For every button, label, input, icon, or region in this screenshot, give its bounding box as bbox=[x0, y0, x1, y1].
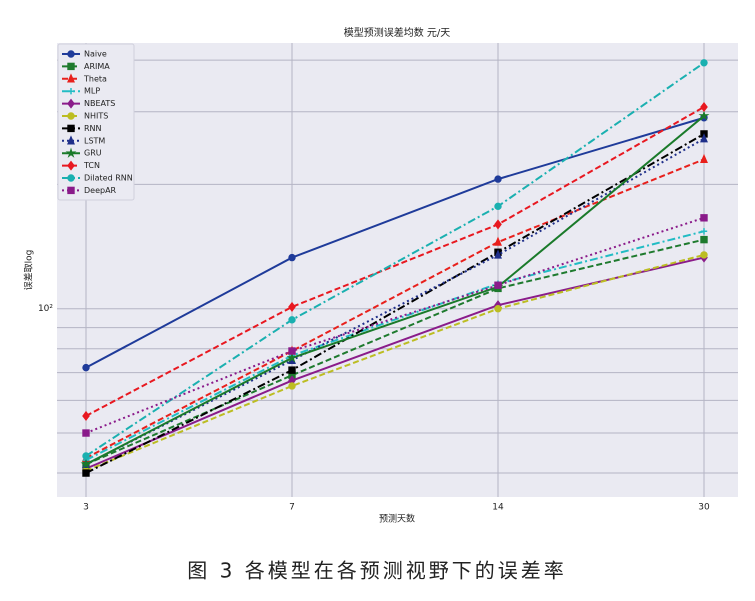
marker bbox=[67, 73, 75, 83]
legend-label: Dilated RNN bbox=[84, 174, 133, 183]
marker bbox=[288, 347, 296, 355]
series-line bbox=[85, 133, 705, 474]
legend-label: Naive bbox=[84, 50, 107, 59]
marker bbox=[286, 352, 298, 363]
marker bbox=[494, 281, 502, 289]
legend: Naive ARIMA Theta MLP NBEATS NHITS RNN LSTM GRU T… bbox=[57, 43, 135, 201]
x-tick-label: 30 bbox=[698, 503, 710, 513]
marker bbox=[698, 110, 710, 121]
marker bbox=[67, 174, 75, 182]
marker bbox=[700, 133, 708, 143]
marker bbox=[700, 214, 708, 222]
marker bbox=[67, 135, 75, 145]
legend-label: NHITS bbox=[84, 112, 108, 121]
marker bbox=[288, 253, 296, 262]
marker bbox=[288, 382, 296, 390]
series-line bbox=[85, 115, 705, 466]
marker bbox=[67, 160, 75, 171]
legend-label: ARIMA bbox=[84, 62, 110, 71]
series-line bbox=[85, 253, 705, 472]
x-tick-label: 3 bbox=[83, 503, 89, 513]
y-axis-label: 误差取log bbox=[23, 250, 35, 291]
marker bbox=[700, 228, 708, 235]
figure-caption: 图 3 各模型在各预测视野下的误差率 bbox=[187, 559, 566, 583]
marker bbox=[67, 62, 75, 71]
series-line bbox=[85, 238, 705, 466]
marker bbox=[67, 98, 75, 109]
marker bbox=[65, 147, 77, 158]
marker bbox=[288, 366, 296, 374]
marker bbox=[700, 153, 708, 164]
x-axis-label: 预测天数 bbox=[379, 513, 415, 525]
marker bbox=[80, 458, 92, 469]
legend-label: NBEATS bbox=[84, 99, 115, 108]
marker bbox=[700, 235, 708, 244]
marker bbox=[82, 452, 90, 460]
legend-label: Theta bbox=[83, 74, 107, 83]
marker bbox=[700, 59, 708, 67]
marker bbox=[494, 202, 502, 211]
legend-box bbox=[57, 43, 135, 201]
marker bbox=[67, 50, 75, 58]
marker bbox=[82, 469, 90, 477]
marker bbox=[288, 316, 296, 324]
legend-label: TCN bbox=[83, 161, 100, 170]
marker bbox=[494, 305, 502, 313]
chart-title: 模型预测误差均数 元/天 bbox=[344, 26, 451, 39]
marker bbox=[67, 88, 75, 95]
series-line bbox=[85, 116, 705, 369]
marker bbox=[700, 101, 708, 112]
y-tick-label: 10² bbox=[38, 304, 53, 314]
series-line bbox=[85, 106, 705, 417]
legend-label: GRU bbox=[84, 149, 102, 158]
marker bbox=[67, 186, 75, 195]
marker bbox=[82, 363, 90, 372]
marker bbox=[494, 219, 502, 230]
marker bbox=[494, 175, 502, 183]
x-tick-label: 14 bbox=[492, 503, 504, 513]
marker bbox=[82, 429, 90, 437]
marker bbox=[288, 301, 296, 312]
series-line bbox=[85, 137, 705, 466]
marker bbox=[82, 410, 90, 421]
marker bbox=[494, 249, 502, 259]
series-line bbox=[85, 216, 705, 434]
series-line bbox=[85, 61, 705, 457]
plot-area bbox=[57, 43, 738, 497]
marker bbox=[67, 112, 75, 120]
marker bbox=[67, 124, 75, 133]
marker bbox=[494, 236, 502, 246]
lines bbox=[80, 59, 710, 477]
legend-label: DeepAR bbox=[84, 186, 117, 195]
x-tick-label: 7 bbox=[289, 503, 295, 513]
series-line bbox=[85, 230, 705, 461]
legend-label: RNN bbox=[84, 124, 102, 133]
legend-label: MLP bbox=[84, 87, 100, 96]
marker bbox=[700, 251, 708, 259]
legend-label: LSTM bbox=[84, 136, 105, 145]
